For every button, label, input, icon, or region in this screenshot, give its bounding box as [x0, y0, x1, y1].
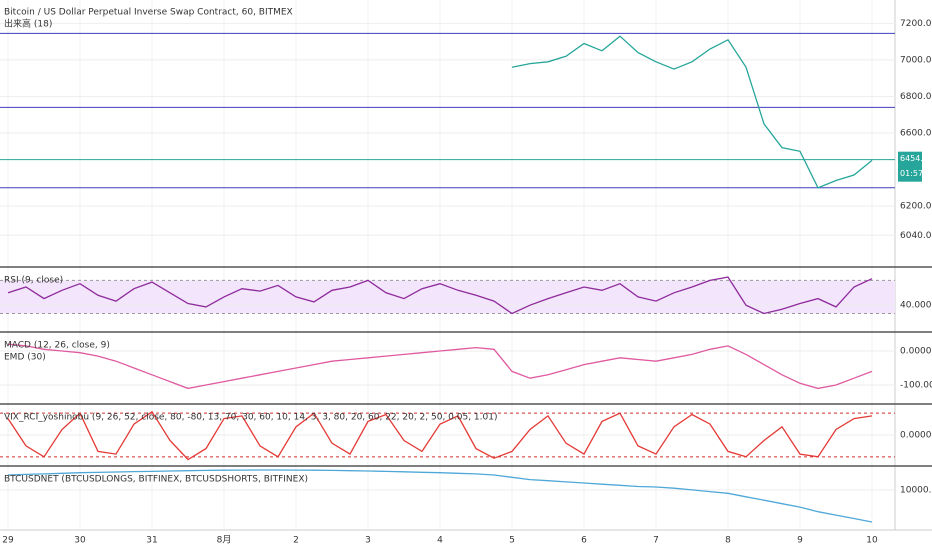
x-tick-label: 4: [437, 536, 443, 546]
series-line: [7, 276, 873, 315]
pane-plot: [7, 469, 873, 523]
pane-title: VIX_RCI_yoshinobu (9, 26, 52, close, 80,…: [4, 413, 497, 423]
pane-title: MACD (12, 26, close, 9): [4, 341, 110, 351]
y-tick-label: 6040.0: [900, 231, 932, 241]
series-line: [7, 410, 873, 461]
series-line: [7, 343, 873, 390]
y-tick-label: 6200.0: [900, 202, 932, 212]
rsi-band: [0, 280, 895, 314]
pane-plot: [7, 410, 873, 461]
x-tick-label: 9: [797, 536, 803, 546]
pane-subtitle: 出来高 (18): [4, 18, 52, 30]
y-tick-label: 40.0000: [900, 301, 932, 311]
pane-plot: [511, 35, 873, 189]
y-tick-label: 6600.0: [900, 129, 932, 139]
pane-plot: [7, 276, 873, 315]
countdown-label: 01:57: [900, 169, 923, 178]
x-tick-label: 10: [866, 536, 878, 546]
y-tick-label: 10000.0000: [900, 485, 932, 495]
last-price-tag: [898, 151, 922, 182]
x-tick-label: 7: [653, 536, 659, 546]
pane-plot: [7, 343, 873, 390]
y-tick-label: 0.0000: [900, 347, 932, 357]
pane-subtitle: EMD (30): [4, 353, 46, 363]
y-tick-label: -100.0000: [900, 380, 932, 390]
y-tick-label: 0.0000: [900, 431, 932, 441]
x-tick-label: 5: [509, 536, 515, 546]
pane-title: BTCUSDNET (BTCUSDLONGS, BITFINEX, BTCUSD…: [4, 475, 308, 485]
x-tick-label: 8: [725, 536, 731, 546]
y-tick-label: 7000.0: [900, 55, 932, 65]
x-tick-label: 2: [293, 536, 299, 546]
last-price-label: 6454.0: [900, 154, 928, 163]
x-tick-label: 3: [365, 536, 371, 546]
x-tick-label: 6: [581, 536, 587, 546]
y-tick-label: 6800.0: [900, 92, 932, 102]
x-tick-label: 30: [74, 536, 86, 546]
series-line: [7, 469, 873, 523]
x-tick-label: 31: [146, 536, 157, 546]
x-tick-label: 8月: [217, 535, 232, 546]
pane-title: RSI (9, close): [4, 276, 63, 286]
pane-title: Bitcoin / US Dollar Perpetual Inverse Sw…: [4, 8, 293, 18]
x-tick-label: 29: [2, 536, 14, 546]
y-tick-label: 7200.0: [900, 19, 932, 29]
series-line: [511, 35, 873, 189]
